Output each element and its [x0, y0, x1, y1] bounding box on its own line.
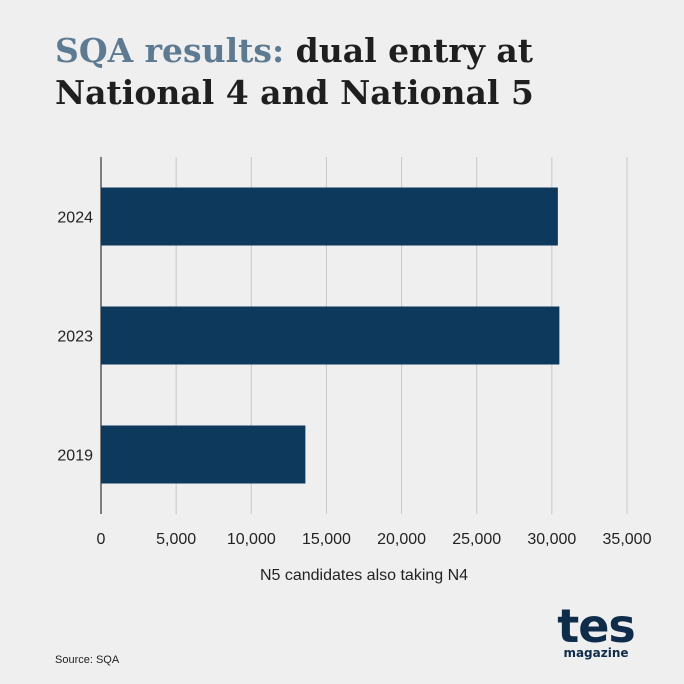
bar-2019 [101, 425, 306, 484]
x-tick-label: 25,000 [452, 531, 501, 548]
x-axis-label: N5 candidates also taking N4 [260, 567, 468, 584]
tes-magazine-logo: tes magazine [556, 599, 636, 660]
y-tick-label: 2023 [57, 329, 93, 346]
y-tick-label: 2019 [57, 448, 93, 465]
x-tick-label: 20,000 [377, 531, 426, 548]
source-note: Source: SQA [55, 654, 120, 666]
x-tick-label: 5,000 [156, 531, 196, 548]
chart-title-accent: SQA results: [55, 31, 285, 70]
bar-2024 [101, 187, 558, 246]
x-tick-label: 10,000 [227, 531, 276, 548]
chart-title: SQA results: dual entry at National 4 an… [55, 30, 655, 114]
x-tick-label: 0 [97, 531, 106, 548]
x-tick-label: 30,000 [527, 531, 576, 548]
y-tick-label: 2024 [57, 210, 93, 227]
bar-2023 [101, 306, 560, 365]
logo-word: tes [557, 599, 636, 653]
chart-title-rest: dual entry at National 4 and National 5 [55, 31, 534, 112]
x-tick-label: 15,000 [302, 531, 351, 548]
x-tick-label: 35,000 [603, 531, 652, 548]
logo-sub: magazine [563, 646, 629, 660]
